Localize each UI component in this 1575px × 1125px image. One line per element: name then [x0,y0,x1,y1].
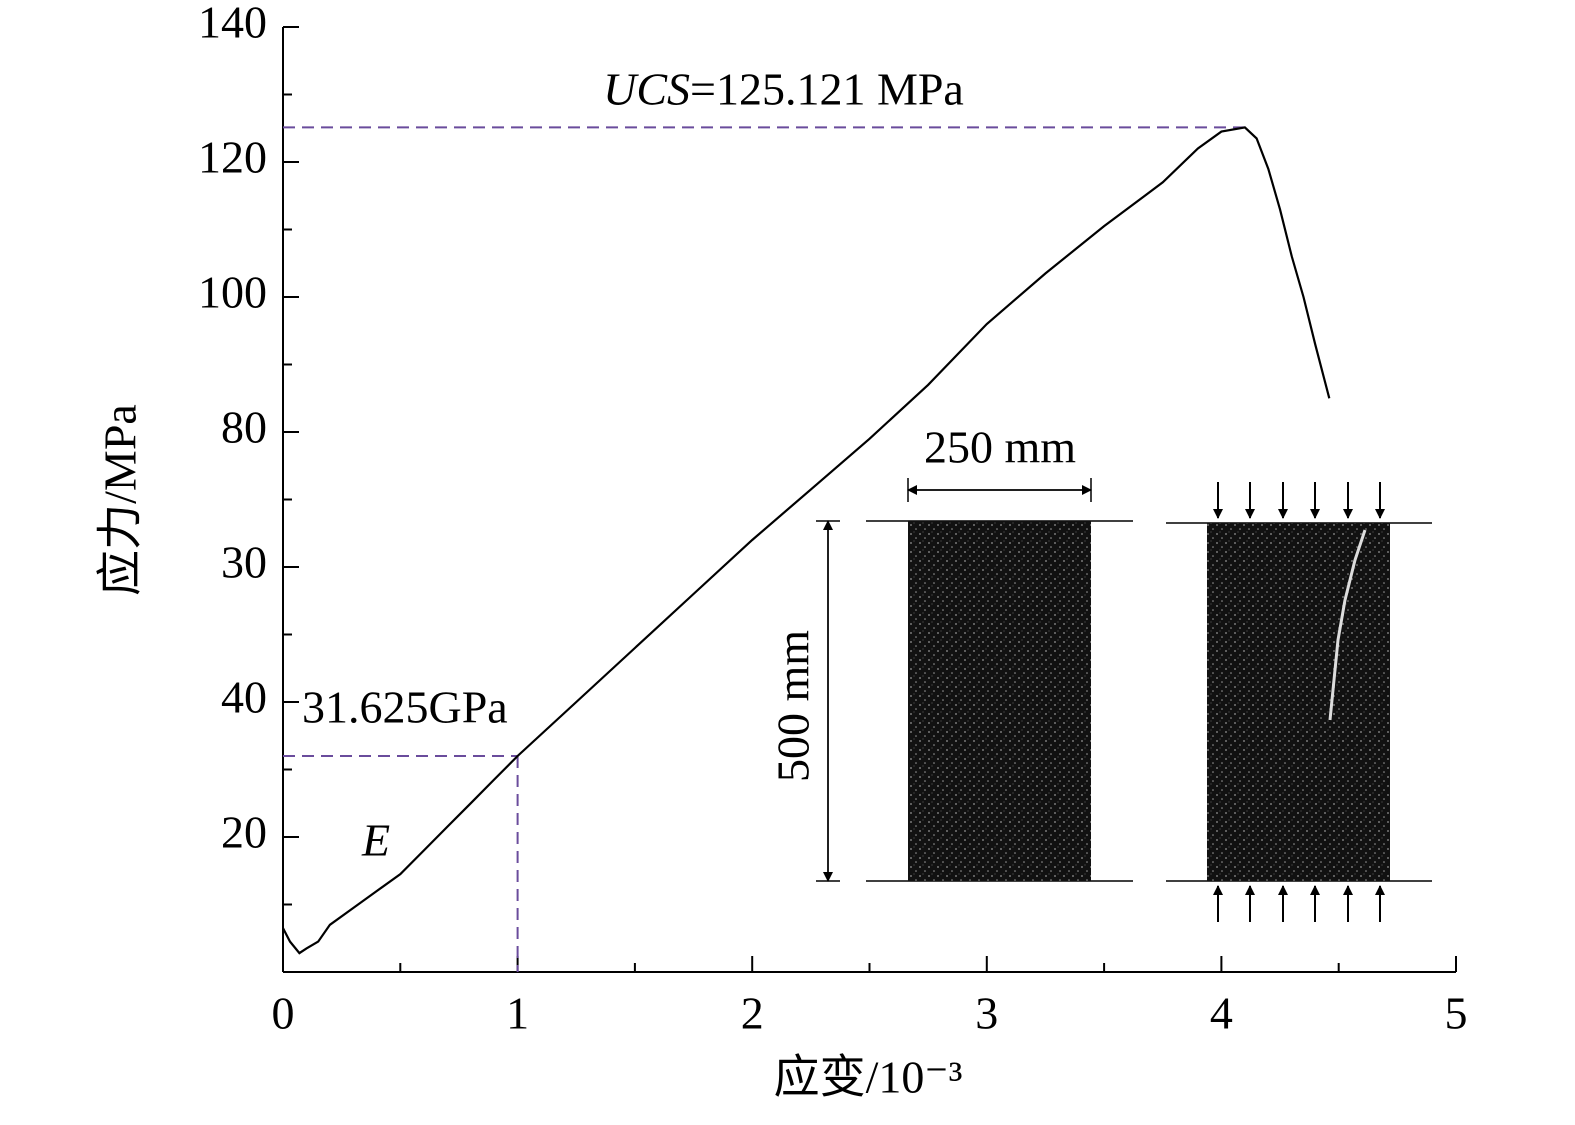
annotation: =125.121 MPa [690,64,964,115]
y-tick-label: 40 [221,672,267,723]
y-tick-label: 30 [221,537,267,588]
y-axis-label: 应力/MPa [95,404,146,596]
y-tick-label: 140 [198,0,267,48]
x-tick-label: 2 [741,988,764,1039]
y-tick-label: 120 [198,132,267,183]
load-arrows [1213,482,1385,922]
x-tick-label: 1 [506,988,529,1039]
x-tick-label: 4 [1210,988,1233,1039]
annotation: 31.625GPa [302,682,508,733]
x-tick-label: 5 [1445,988,1468,1039]
specimen [1207,523,1390,881]
inset-label: 250 mm [924,422,1076,473]
crack [1328,529,1367,721]
y-tick-label: 20 [221,807,267,858]
stress-strain-curve [282,126,1331,955]
y-tick-label: 80 [221,402,267,453]
inset: 250 mm 500 mm [768,422,1432,922]
annotation: E [361,815,390,866]
y-tick-label: 100 [198,267,267,318]
x-tick-label: 0 [272,988,295,1039]
axes: 0 1 2 3 4 5 20 40 30 80 100 120 140 [198,0,1468,1039]
specimen [908,521,1091,881]
annotation: UCS [603,64,690,115]
inset-label: 500 mm [768,630,819,782]
x-axis-label: 应变/10⁻³ [774,1052,963,1103]
x-tick-label: 3 [975,988,998,1039]
